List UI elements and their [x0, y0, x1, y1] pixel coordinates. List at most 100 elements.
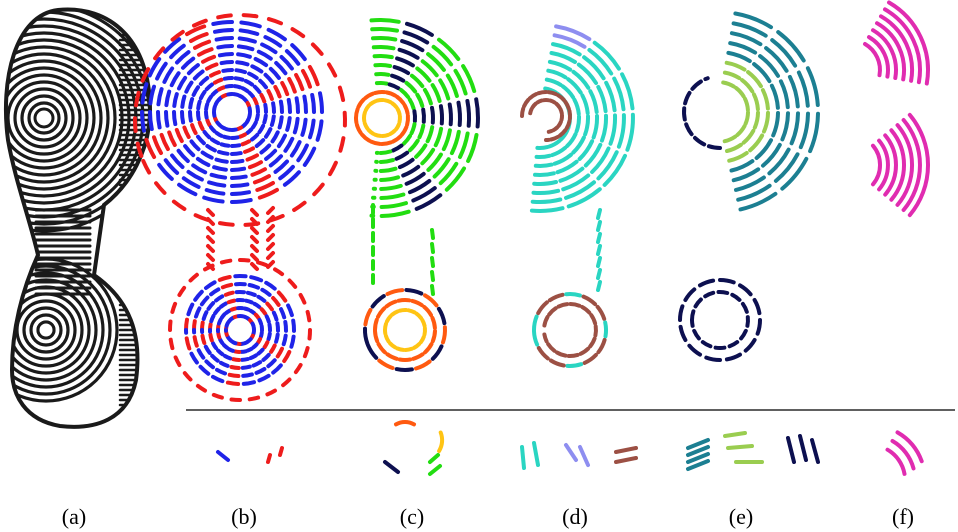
stroke-segment [257, 123, 266, 134]
stroke-segment [420, 147, 436, 166]
stroke-segment [266, 260, 275, 269]
stroke-segment [805, 66, 820, 107]
stroke-segment [577, 139, 595, 161]
stroke-segment [423, 342, 434, 355]
stroke-segment [408, 138, 420, 153]
stroke-segment [204, 110, 209, 120]
stroke-segment [170, 29, 185, 42]
stroke-segment [275, 346, 284, 359]
stroke-segment [218, 337, 225, 346]
stroke-segment [411, 186, 437, 203]
stroke-segment [172, 92, 179, 108]
stroke-segment [259, 93, 267, 104]
stroke-segment [764, 46, 789, 73]
stroke-segment [362, 121, 370, 131]
stroke-segment [580, 305, 592, 315]
stroke-segment [214, 35, 234, 42]
stroke-segment [724, 60, 747, 72]
stroke-segment [596, 232, 602, 244]
stroke-segment [239, 349, 248, 354]
stroke-segment [182, 125, 191, 139]
stroke-segment [294, 73, 305, 92]
stroke-segment [760, 88, 770, 111]
stroke-segment [566, 187, 602, 209]
stroke-segment [195, 383, 207, 393]
stroke-segment [458, 131, 470, 159]
stroke-segment [243, 146, 255, 154]
stroke-segment [890, 439, 916, 471]
stroke-segment [360, 132, 371, 143]
tread-ring [5, 9, 150, 233]
stroke-segment [550, 145, 568, 158]
stroke-segment [547, 292, 565, 303]
stroke-segment [182, 371, 193, 382]
stroke-segment [238, 132, 247, 139]
stroke-segment [388, 341, 397, 350]
stroke-segment [535, 145, 550, 151]
stroke-segment [225, 380, 241, 386]
stroke-segment [895, 430, 924, 464]
panel-f-stroke-clusters [863, 0, 930, 218]
tread-ring [5, 73, 89, 163]
stroke-segment [590, 146, 611, 174]
stroke-segment [555, 159, 579, 175]
stroke-segment [379, 209, 411, 218]
stroke-segment [596, 85, 608, 114]
stroke-segment [877, 138, 890, 192]
stroke-segment [248, 308, 257, 316]
stroke-segment [392, 65, 411, 76]
stroke-segment [266, 358, 277, 369]
stroke-segment [205, 118, 212, 127]
stroke-segment [414, 359, 432, 371]
stroke-segment [197, 120, 205, 131]
stroke-segment [195, 110, 201, 122]
stroke-segment [388, 128, 397, 136]
stroke-segment [762, 110, 770, 134]
stroke-segment [574, 114, 582, 134]
stroke-segment [431, 44, 454, 67]
stroke-segment [234, 68, 247, 75]
stroke-segment [229, 397, 242, 403]
stroke-segment [206, 208, 215, 217]
stroke-segment [157, 162, 174, 181]
stroke-segment [268, 66, 281, 80]
stroke-segment [547, 306, 558, 317]
stroke-segment [266, 27, 287, 42]
tread-ring [5, 59, 103, 177]
stroke-segment [235, 60, 250, 67]
stroke-segment [438, 161, 459, 186]
stroke-segment [596, 208, 602, 220]
stroke-segment [406, 308, 417, 315]
stroke-segment [370, 26, 399, 33]
stroke-segment [738, 283, 753, 297]
stroke-segment [242, 96, 249, 104]
stroke-segment [365, 343, 379, 360]
stroke-segment [578, 346, 591, 356]
stroke-segment [384, 90, 397, 98]
stroke-segment [354, 122, 363, 135]
stroke-segment [548, 358, 566, 368]
stroke-segment [366, 128, 375, 136]
stroke-segment [548, 98, 557, 105]
stroke-segment [698, 278, 716, 288]
stroke-segment [371, 45, 396, 51]
stroke-segment [185, 24, 207, 37]
stroke-segment [743, 338, 757, 353]
stroke-segment [224, 84, 234, 89]
stroke-segment [250, 226, 259, 235]
panel-d-stroke-clusters [520, 24, 635, 368]
stroke-segment [533, 171, 556, 178]
stroke-segment [250, 253, 259, 262]
stroke-segment [576, 62, 598, 85]
stroke-segment [170, 301, 178, 314]
stroke-segment [281, 333, 288, 347]
stroke-segment [240, 122, 248, 129]
stroke-segment [596, 150, 619, 181]
stroke-segment [907, 112, 930, 218]
stroke-segment [596, 268, 602, 280]
stroke-segment [426, 152, 443, 172]
stroke-segment [596, 220, 602, 232]
stroke-segment [307, 65, 320, 87]
stroke-segment [144, 137, 157, 159]
stroke-segment [430, 329, 437, 344]
